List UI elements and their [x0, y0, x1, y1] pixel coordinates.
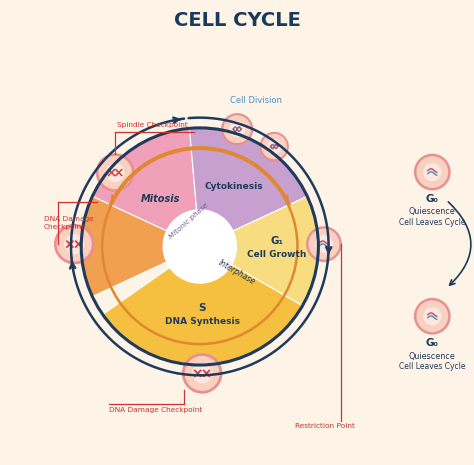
Circle shape — [316, 236, 332, 252]
Wedge shape — [81, 196, 200, 297]
Circle shape — [267, 140, 281, 153]
Circle shape — [185, 357, 219, 390]
Wedge shape — [92, 128, 200, 246]
Circle shape — [262, 134, 286, 159]
Circle shape — [230, 122, 245, 137]
Wedge shape — [200, 196, 319, 306]
Circle shape — [415, 154, 450, 190]
Text: Cell Leaves Cycle: Cell Leaves Cycle — [399, 218, 465, 227]
Circle shape — [99, 157, 131, 188]
Text: G₁: G₁ — [270, 236, 283, 246]
Circle shape — [193, 364, 211, 383]
Circle shape — [307, 227, 341, 261]
Circle shape — [424, 308, 441, 325]
Circle shape — [55, 225, 94, 264]
Text: Quiescence: Quiescence — [409, 207, 456, 216]
Text: DNA Damage
Checkpoint: DNA Damage Checkpoint — [44, 216, 94, 230]
Text: DNA Synthesis: DNA Synthesis — [164, 317, 240, 326]
Circle shape — [309, 229, 339, 259]
Text: Cytokinesis: Cytokinesis — [205, 182, 264, 192]
Circle shape — [224, 116, 250, 142]
Text: Spindle Checkpoint: Spindle Checkpoint — [118, 122, 188, 128]
Text: CELL CYCLE: CELL CYCLE — [173, 12, 301, 30]
Text: Mitonic phase: Mitonic phase — [167, 202, 209, 240]
Circle shape — [424, 164, 441, 180]
Circle shape — [415, 299, 450, 334]
Circle shape — [417, 301, 447, 332]
Text: Restriction Point: Restriction Point — [295, 423, 355, 429]
Text: G₀: G₀ — [426, 194, 439, 204]
Text: Mitosis: Mitosis — [140, 194, 180, 204]
Circle shape — [106, 164, 124, 181]
Wedge shape — [190, 128, 307, 246]
Wedge shape — [103, 246, 302, 365]
Text: Cell Leaves Cycle: Cell Leaves Cycle — [399, 362, 465, 371]
Text: Quiescence: Quiescence — [409, 352, 456, 360]
Text: Cell Division: Cell Division — [229, 96, 282, 105]
Text: DNA Damage Checkpoint: DNA Damage Checkpoint — [109, 407, 202, 413]
Circle shape — [163, 210, 237, 283]
Circle shape — [65, 235, 83, 253]
Text: G₀: G₀ — [426, 339, 439, 348]
Circle shape — [222, 114, 253, 145]
Text: S: S — [199, 303, 206, 313]
Circle shape — [182, 354, 222, 393]
Circle shape — [417, 157, 447, 187]
Circle shape — [57, 227, 91, 261]
Text: Cell Growth: Cell Growth — [247, 250, 307, 259]
Circle shape — [97, 154, 134, 191]
Text: Interphase: Interphase — [217, 258, 257, 286]
Circle shape — [260, 133, 288, 160]
